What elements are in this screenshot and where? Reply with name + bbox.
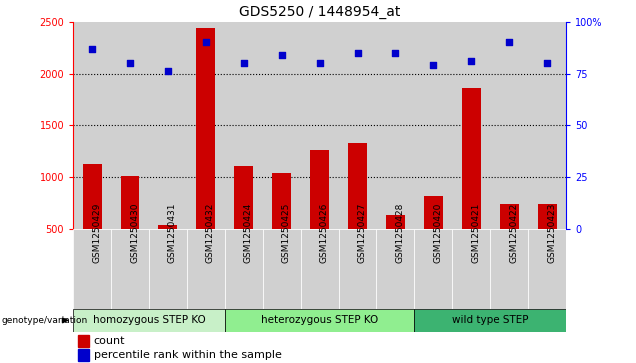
- Bar: [424, 196, 443, 229]
- Bar: [490, 229, 528, 309]
- Bar: [415, 22, 452, 229]
- Text: GSM1250430: GSM1250430: [130, 203, 139, 263]
- Bar: [377, 22, 415, 229]
- Bar: [272, 173, 291, 229]
- Title: GDS5250 / 1448954_at: GDS5250 / 1448954_at: [239, 5, 400, 19]
- Bar: [263, 229, 301, 309]
- Text: GSM1250429: GSM1250429: [92, 203, 101, 263]
- Bar: [234, 166, 253, 229]
- Text: percentile rank within the sample: percentile rank within the sample: [94, 350, 282, 360]
- Bar: [452, 22, 490, 229]
- Bar: [225, 309, 415, 332]
- Text: GSM1250426: GSM1250426: [320, 203, 329, 263]
- Text: GSM1250421: GSM1250421: [471, 203, 480, 263]
- Bar: [158, 225, 177, 229]
- Point: [201, 40, 211, 45]
- Bar: [78, 350, 89, 361]
- Bar: [338, 22, 377, 229]
- Bar: [338, 229, 377, 309]
- Text: count: count: [94, 336, 125, 346]
- Bar: [83, 163, 102, 229]
- Bar: [415, 229, 452, 309]
- Bar: [111, 22, 149, 229]
- Point: [315, 60, 325, 66]
- Bar: [187, 229, 225, 309]
- Point: [277, 52, 287, 58]
- Point: [238, 60, 249, 66]
- Text: GSM1250425: GSM1250425: [282, 203, 291, 263]
- Point: [504, 40, 515, 45]
- Text: GSM1250423: GSM1250423: [547, 203, 556, 263]
- Bar: [121, 176, 139, 229]
- Text: homozygous STEP KO: homozygous STEP KO: [93, 315, 205, 325]
- Point: [466, 58, 476, 64]
- Point: [352, 50, 363, 56]
- Text: GSM1250432: GSM1250432: [206, 203, 215, 263]
- Bar: [149, 229, 187, 309]
- Bar: [386, 215, 405, 229]
- Bar: [377, 229, 415, 309]
- Bar: [73, 309, 225, 332]
- Bar: [537, 204, 556, 229]
- Bar: [490, 22, 528, 229]
- Bar: [301, 229, 338, 309]
- Text: genotype/variation: genotype/variation: [1, 316, 88, 325]
- Bar: [528, 22, 566, 229]
- Bar: [187, 22, 225, 229]
- Text: heterozygous STEP KO: heterozygous STEP KO: [261, 315, 378, 325]
- Bar: [452, 229, 490, 309]
- Bar: [528, 229, 566, 309]
- Bar: [263, 22, 301, 229]
- Point: [542, 60, 552, 66]
- Text: GSM1250428: GSM1250428: [396, 203, 404, 263]
- Bar: [197, 28, 216, 229]
- Point: [391, 50, 401, 56]
- Point: [428, 62, 438, 68]
- Point: [163, 69, 173, 74]
- Bar: [73, 22, 111, 229]
- Text: GSM1250420: GSM1250420: [433, 203, 442, 263]
- Point: [125, 60, 135, 66]
- Text: wild type STEP: wild type STEP: [452, 315, 529, 325]
- Bar: [149, 22, 187, 229]
- Bar: [462, 88, 481, 229]
- Bar: [111, 229, 149, 309]
- Text: GSM1250427: GSM1250427: [357, 203, 366, 263]
- Bar: [225, 22, 263, 229]
- Text: GSM1250424: GSM1250424: [244, 203, 252, 263]
- Bar: [301, 22, 338, 229]
- Point: [87, 46, 97, 52]
- Bar: [415, 309, 566, 332]
- Text: GSM1250422: GSM1250422: [509, 203, 518, 263]
- Text: GSM1250431: GSM1250431: [168, 203, 177, 263]
- Bar: [500, 204, 518, 229]
- Bar: [78, 335, 89, 347]
- Bar: [73, 229, 111, 309]
- Bar: [225, 229, 263, 309]
- Bar: [348, 143, 367, 229]
- Bar: [310, 150, 329, 229]
